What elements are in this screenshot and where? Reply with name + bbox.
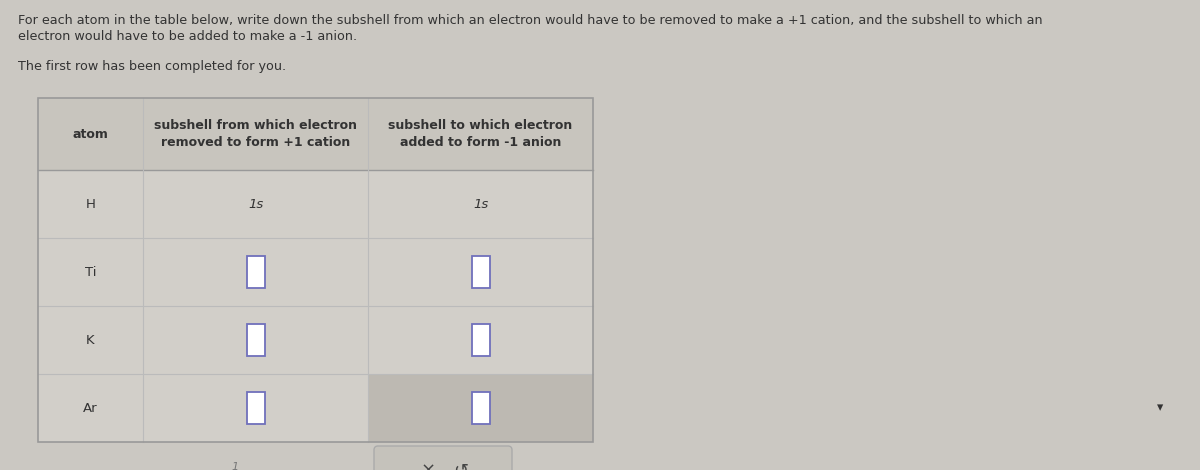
Text: ▾: ▾ [1157,401,1163,415]
Bar [38,238,593,306]
Text: 1s: 1s [248,197,263,211]
Bar [38,98,593,442]
Bar [38,374,593,442]
Text: Ti: Ti [85,266,96,279]
Bar [246,324,264,356]
Text: 1s: 1s [473,197,488,211]
Bar [246,256,264,288]
Bar [38,170,593,238]
Text: For each atom in the table below, write down the subshell from which an electron: For each atom in the table below, write … [18,14,1043,27]
Bar [368,374,593,442]
Text: ↺: ↺ [454,462,468,470]
Bar [472,392,490,424]
Text: subshell from which electron
removed to form +1 cation: subshell from which electron removed to … [154,119,358,149]
Bar [246,392,264,424]
Text: Ar: Ar [83,401,98,415]
Text: subshell to which electron
added to form -1 anion: subshell to which electron added to form… [389,119,572,149]
Text: electron would have to be added to make a -1 anion.: electron would have to be added to make … [18,30,358,43]
Text: The first row has been completed for you.: The first row has been completed for you… [18,60,286,73]
Text: H: H [85,197,96,211]
Text: K: K [86,334,95,346]
Text: atom: atom [72,127,108,141]
FancyBboxPatch shape [374,446,512,470]
Bar [472,324,490,356]
Bar [472,256,490,288]
Text: ×: × [420,462,436,470]
Bar [38,306,593,374]
Bar [38,98,593,170]
Text: 1: 1 [232,462,239,470]
